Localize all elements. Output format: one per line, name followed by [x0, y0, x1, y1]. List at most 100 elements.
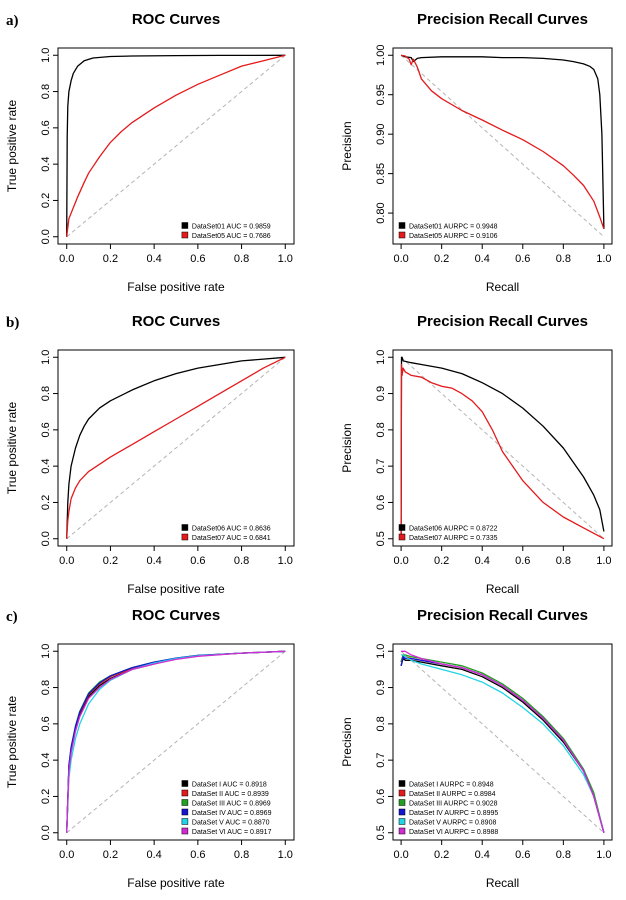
plot-frame [57, 47, 295, 245]
x-tick-label: 0.8 [234, 253, 249, 265]
y-tick-label: 0.2 [40, 495, 52, 510]
x-tick-label: 0.4 [146, 849, 161, 861]
x-axis-label: Recall [486, 876, 519, 890]
legend: DataSet I AURPC = 0.8948 DataSet II AURPC… [398, 780, 498, 836]
y-tick-label: 0.8 [375, 716, 387, 731]
series-line-dataset-iii [400, 654, 605, 833]
panel-letter-3: c) [6, 609, 18, 625]
legend: DataSet06 AURPC = 0.8722 DataSet07 AURPC … [398, 524, 498, 542]
x-tick-label: 0.4 [146, 555, 161, 567]
legend-entry: DataSet01 AURPC = 0.9948 [409, 224, 498, 231]
x-tick-label: 0.6 [515, 849, 530, 861]
plot-frame [392, 47, 613, 245]
x-axis-label: False positive rate [127, 582, 225, 596]
y-tick-label: 0.4 [40, 753, 52, 768]
y-tick-label: 0.4 [40, 459, 52, 474]
legend-swatch [398, 808, 406, 816]
legend-swatch [398, 799, 406, 806]
chart-title: ROC Curves [132, 11, 220, 28]
legend-entry: DataSet05 AURPC = 0.9106 [409, 233, 498, 240]
plot-frame [57, 643, 295, 841]
y-tick-label: 0.9 [375, 386, 387, 401]
random-baseline-line [66, 356, 286, 540]
x-axis: 0.0 0.2 0.4 0.6 0.8 1.0 [59, 840, 293, 861]
series-line-dataset-vi [66, 650, 286, 833]
y-axis: 0.5 0.6 0.7 0.8 0.9 1.0 [375, 644, 393, 840]
legend-swatch [398, 818, 406, 825]
y-axis-label: True positive rate [5, 696, 19, 789]
chart-title: ROC Curves [132, 313, 220, 330]
x-tick-label: 0.8 [234, 555, 249, 567]
series-group [66, 356, 286, 539]
y-tick-label: 0.4 [40, 157, 52, 172]
plot-pr-1: Precision Recall Curves 0.0 0.2 0.4 0.6 0.8 1.… [340, 11, 613, 294]
x-axis-label: Recall [486, 280, 519, 294]
legend-entry: DataSet06 AURPC = 0.8722 [409, 526, 498, 533]
legend: DataSet I AUC = 0.8918 DataSet II AUC = 0… [181, 780, 272, 836]
x-tick-label: 0.0 [59, 555, 74, 567]
legend-entry: DataSet07 AUC = 0.6841 [192, 535, 271, 542]
series-group [400, 54, 605, 230]
legend-swatch [398, 827, 406, 835]
x-axis-label: False positive rate [127, 876, 225, 890]
legend-swatch [181, 818, 189, 825]
series-line-dataset01 [66, 54, 286, 237]
y-tick-label: 0.8 [40, 84, 52, 99]
y-axis: 0.0 0.2 0.4 0.6 0.8 1.0 [40, 644, 58, 840]
y-tick-label: 0.6 [40, 716, 52, 731]
x-tick-label: 0.6 [190, 555, 205, 567]
chart-title: Precision Recall Curves [417, 313, 588, 330]
legend-swatch [181, 533, 189, 541]
y-axis-label: Precision [340, 717, 354, 766]
x-tick-label: 0.2 [103, 555, 118, 567]
x-tick-label: 0.8 [556, 555, 571, 567]
x-tick-label: 0.4 [146, 253, 161, 265]
x-tick-label: 0.0 [393, 555, 408, 567]
series-line-dataset07 [400, 363, 605, 540]
y-axis-label: True positive rate [5, 100, 19, 193]
plot-frame [392, 349, 613, 547]
x-tick-label: 0.6 [515, 555, 530, 567]
x-tick-label: 0.0 [393, 253, 408, 265]
legend-entry: DataSet III AURPC = 0.9028 [409, 801, 498, 808]
x-axis: 0.0 0.2 0.4 0.6 0.8 1.0 [393, 546, 612, 567]
y-tick-label: 1.0 [40, 644, 52, 659]
x-tick-label: 0.8 [556, 849, 571, 861]
y-tick-label: 1.0 [40, 350, 52, 365]
x-tick-label: 0.4 [475, 253, 490, 265]
series-line-dataset-v [401, 654, 605, 833]
chart-title: Precision Recall Curves [417, 607, 588, 624]
plot-roc-3: ROC Curves 0.0 0.2 0.4 0.6 0.8 1.0 False positi… [5, 607, 295, 890]
legend-swatch [181, 808, 189, 816]
legend-swatch [181, 827, 189, 835]
y-tick-label: 0.6 [375, 495, 387, 510]
x-tick-label: 0.2 [103, 253, 118, 265]
legend: DataSet01 AURPC = 0.9948 DataSet05 AURPC … [398, 222, 498, 240]
x-tick-label: 0.6 [190, 849, 205, 861]
x-tick-label: 0.2 [434, 555, 449, 567]
x-tick-label: 1.0 [596, 555, 611, 567]
x-axis: 0.0 0.2 0.4 0.6 0.8 1.0 [393, 244, 612, 265]
y-tick-label: 1.0 [40, 48, 52, 63]
y-axis: 0.5 0.6 0.7 0.8 0.9 1.0 [375, 350, 393, 546]
plot-frame [392, 643, 613, 841]
series-line-dataset06 [66, 356, 286, 539]
y-tick-label: 1.0 [375, 644, 387, 659]
x-tick-label: 1.0 [596, 253, 611, 265]
legend-swatch [398, 780, 406, 787]
x-axis-label: Recall [486, 582, 519, 596]
random-baseline-line [66, 650, 286, 834]
y-tick-label: 0.6 [375, 789, 387, 804]
series-line-dataset05 [400, 54, 605, 230]
y-tick-label: 0.2 [40, 193, 52, 208]
legend-entry: DataSet IV AUC = 0.8969 [192, 810, 272, 817]
legend-entry: DataSet01 AUC = 0.9859 [192, 224, 271, 231]
plot-roc-2: ROC Curves 0.0 0.2 0.4 0.6 0.8 1.0 False positi… [5, 313, 295, 596]
x-tick-label: 0.6 [190, 253, 205, 265]
y-tick-label: 0.5 [375, 531, 387, 546]
y-tick-label: 0.0 [40, 825, 52, 840]
x-axis: 0.0 0.2 0.4 0.6 0.8 1.0 [393, 840, 612, 861]
series-group [66, 54, 286, 237]
y-tick-label: 0.8 [375, 422, 387, 437]
